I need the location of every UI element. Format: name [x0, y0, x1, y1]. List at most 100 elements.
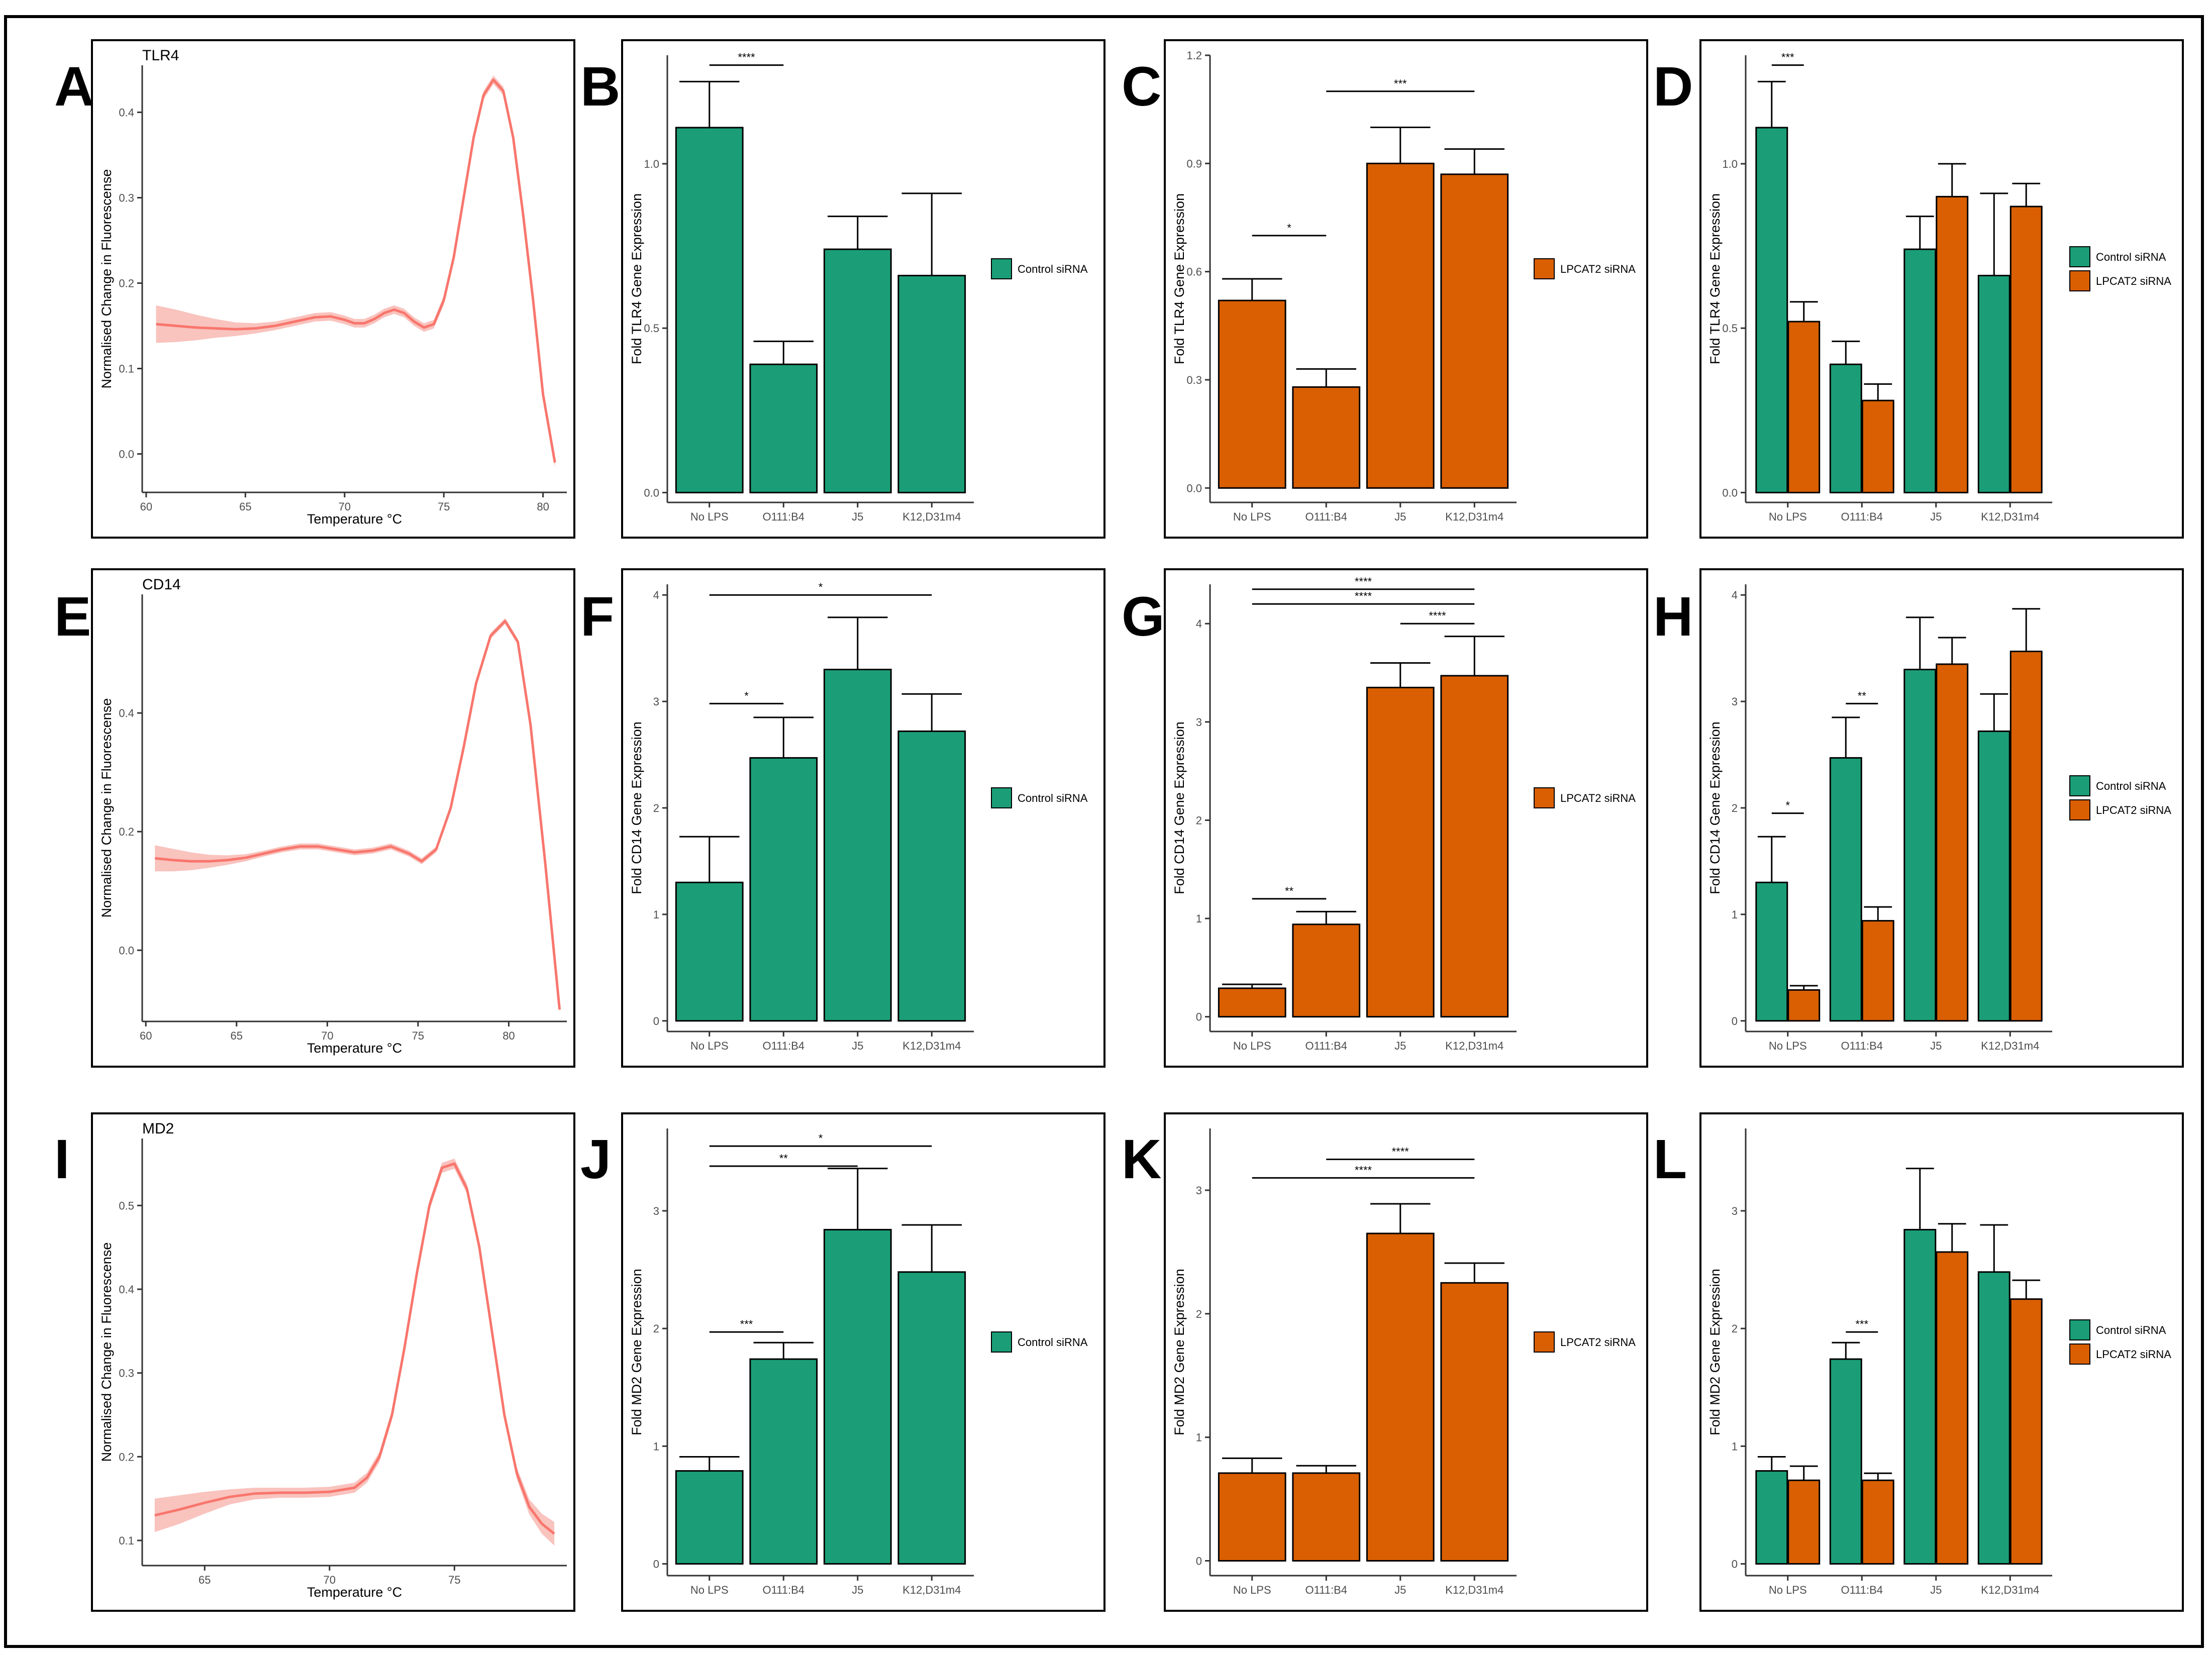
- bar: [1366, 1232, 1435, 1562]
- y-tick-label: 2: [1196, 1308, 1202, 1320]
- y-tick-label: 1: [1732, 1440, 1738, 1453]
- x-tick-label: 65: [231, 1029, 243, 1042]
- x-tick-label: K12,D31m4: [1981, 1584, 2039, 1596]
- legend-label: LPCAT2 siRNA: [1560, 263, 1636, 275]
- x-tick-label: 70: [321, 1029, 333, 1042]
- y-tick-label: 0: [1196, 1555, 1202, 1567]
- legend-label: LPCAT2 siRNA: [1560, 1336, 1636, 1349]
- bar: [823, 1228, 892, 1565]
- y-tick-label: 0.9: [1186, 157, 1202, 170]
- bar: [2009, 651, 2043, 1022]
- bar: [1977, 274, 2010, 493]
- y-tick-label: 3: [1732, 1205, 1738, 1217]
- legend-swatch: [1534, 1331, 1555, 1353]
- x-tick-label: 80: [537, 500, 549, 513]
- bar: [1755, 127, 1788, 493]
- x-tick-label: 80: [502, 1029, 515, 1042]
- panel-box-A: [91, 39, 575, 539]
- x-tick-label: 65: [198, 1574, 211, 1586]
- melt-curve-line: [156, 78, 556, 463]
- y-tick-label: 0.3: [119, 1367, 134, 1380]
- x-tick-label: 75: [448, 1574, 460, 1586]
- y-tick-label: 0.2: [119, 277, 134, 290]
- y-tick-label: 4: [1732, 589, 1738, 601]
- bar: [1787, 1479, 1821, 1565]
- y-axis-title: Fold CD14 Gene Expression: [629, 721, 644, 894]
- panel-box-E: [91, 568, 575, 1068]
- y-tick-label: 3: [653, 1205, 659, 1217]
- bar: [1829, 1358, 1862, 1565]
- bar: [749, 363, 818, 493]
- y-tick-label: 0.6: [1186, 266, 1202, 278]
- panel-letter-G: G: [1122, 586, 1165, 648]
- gene-title: MD2: [142, 1120, 174, 1137]
- legend-label: LPCAT2 siRNA: [2096, 1348, 2171, 1361]
- confidence-band: [154, 1159, 555, 1545]
- legend-label: LPCAT2 siRNA: [1560, 792, 1636, 804]
- x-tick-label: O111:B4: [762, 1040, 805, 1052]
- y-axis-title: Normalised Change in Fluorescense: [99, 1243, 114, 1462]
- panel-letter-B: B: [580, 56, 620, 118]
- panel-letter-C: C: [1122, 56, 1161, 118]
- x-tick-label: No LPS: [1769, 1584, 1807, 1596]
- melt-curve-line: [155, 619, 561, 1010]
- x-tick-label: No LPS: [1769, 1040, 1807, 1052]
- y-tick-label: 0.4: [119, 1283, 134, 1296]
- x-tick-label: O111:B4: [762, 510, 805, 523]
- y-tick-label: 0.2: [119, 1451, 134, 1463]
- y-tick-label: 2: [1196, 814, 1202, 826]
- y-tick-label: 0: [1732, 1015, 1738, 1027]
- bar: [823, 248, 892, 493]
- significance-label: ****: [1355, 575, 1372, 588]
- y-axis-title: Normalised Change in Fluorescense: [99, 698, 114, 918]
- bar: [1977, 1271, 2010, 1565]
- bar: [1440, 1282, 1509, 1562]
- x-axis-title: Temperature °C: [307, 1041, 402, 1056]
- y-tick-label: 1: [1732, 908, 1738, 921]
- y-tick-label: 1.0: [1722, 158, 1738, 170]
- significance-label: ****: [1429, 609, 1446, 622]
- y-tick-label: 1: [653, 1440, 659, 1453]
- bar: [1218, 299, 1286, 489]
- x-tick-label: 70: [339, 500, 351, 513]
- significance-label: ***: [1394, 77, 1407, 90]
- significance-label: ***: [1781, 51, 1794, 64]
- figure-frame: [4, 15, 2204, 1648]
- y-tick-label: 3: [1732, 695, 1738, 708]
- x-tick-label: O111:B4: [1841, 510, 1883, 523]
- bar: [1292, 1472, 1361, 1562]
- bar: [1903, 1228, 1937, 1565]
- x-tick-label: 65: [239, 500, 251, 513]
- x-tick-label: O111:B4: [1305, 510, 1347, 523]
- y-tick-label: 2: [653, 802, 659, 814]
- x-tick-label: J5: [852, 1584, 863, 1596]
- y-tick-label: 0: [1196, 1011, 1202, 1023]
- significance-label: *: [819, 1132, 823, 1145]
- legend-swatch: [1534, 787, 1555, 808]
- legend-swatch: [2069, 775, 2090, 796]
- y-axis-title: Fold TLR4 Gene Expression: [1172, 193, 1187, 364]
- legend-swatch: [2069, 1344, 2090, 1365]
- x-tick-label: J5: [1394, 510, 1406, 523]
- y-tick-label: 4: [1196, 617, 1202, 630]
- x-tick-label: J5: [1394, 1040, 1406, 1052]
- bar: [1218, 1472, 1286, 1562]
- x-tick-label: 70: [324, 1574, 336, 1586]
- significance-label: **: [779, 1152, 788, 1165]
- x-tick-label: No LPS: [1233, 1584, 1271, 1596]
- x-tick-label: 75: [412, 1029, 424, 1042]
- y-tick-label: 4: [653, 589, 659, 601]
- x-tick-label: K12,D31m4: [1981, 510, 2039, 523]
- x-axis-title: Temperature °C: [307, 1585, 402, 1600]
- bar: [1366, 162, 1435, 489]
- gene-title: CD14: [142, 576, 181, 593]
- bar: [1787, 321, 1821, 493]
- bar: [1755, 881, 1788, 1022]
- y-tick-label: 1.0: [644, 158, 659, 170]
- legend-label: LPCAT2 siRNA: [2096, 275, 2171, 287]
- bar: [1861, 920, 1894, 1022]
- legend-label: LPCAT2 siRNA: [2096, 804, 2171, 816]
- significance-label: ***: [1855, 1318, 1868, 1330]
- bar: [1861, 1479, 1894, 1565]
